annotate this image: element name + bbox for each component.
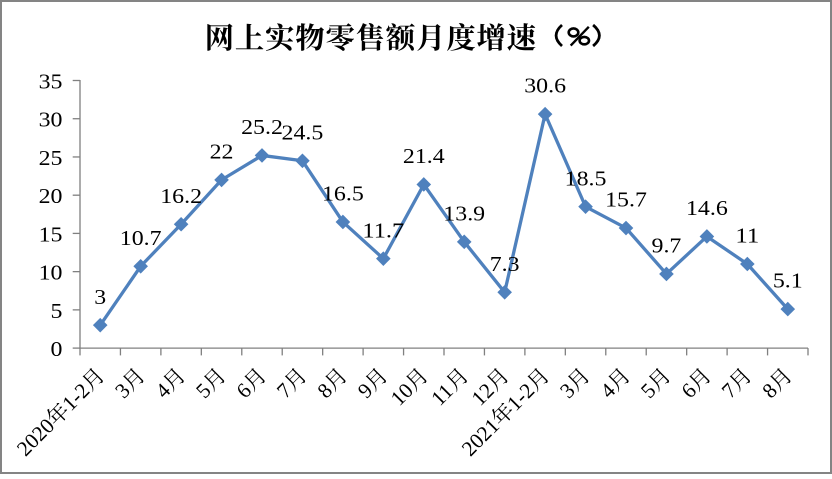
svg-text:16.5: 16.5 [322, 182, 364, 206]
svg-text:30: 30 [39, 108, 63, 132]
svg-text:25: 25 [39, 146, 63, 170]
svg-text:9.7: 9.7 [652, 234, 682, 258]
svg-text:16.2: 16.2 [160, 184, 202, 208]
svg-text:22: 22 [210, 139, 234, 163]
svg-text:35: 35 [39, 70, 63, 94]
svg-text:5: 5 [51, 299, 63, 323]
svg-text:14.6: 14.6 [686, 196, 728, 220]
svg-text:5.1: 5.1 [773, 269, 803, 293]
svg-text:21.4: 21.4 [403, 144, 445, 168]
svg-text:3: 3 [94, 285, 106, 309]
svg-text:10.7: 10.7 [120, 226, 162, 250]
svg-text:18.5: 18.5 [565, 166, 607, 190]
svg-text:25.2: 25.2 [241, 115, 283, 139]
svg-text:7.3: 7.3 [490, 252, 520, 276]
svg-text:15: 15 [39, 222, 63, 246]
svg-text:24.5: 24.5 [282, 120, 324, 144]
svg-text:10: 10 [39, 261, 63, 285]
svg-text:11.7: 11.7 [362, 218, 404, 242]
svg-text:13.9: 13.9 [443, 201, 485, 225]
svg-text:15.7: 15.7 [605, 188, 647, 212]
svg-text:30.6: 30.6 [524, 74, 566, 98]
svg-text:20: 20 [39, 184, 63, 208]
svg-text:0: 0 [51, 337, 63, 361]
svg-text:11: 11 [735, 224, 759, 248]
